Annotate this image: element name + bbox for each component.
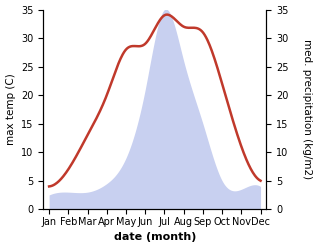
Y-axis label: max temp (C): max temp (C)	[5, 73, 16, 145]
Y-axis label: med. precipitation (kg/m2): med. precipitation (kg/m2)	[302, 39, 313, 180]
X-axis label: date (month): date (month)	[114, 232, 196, 243]
